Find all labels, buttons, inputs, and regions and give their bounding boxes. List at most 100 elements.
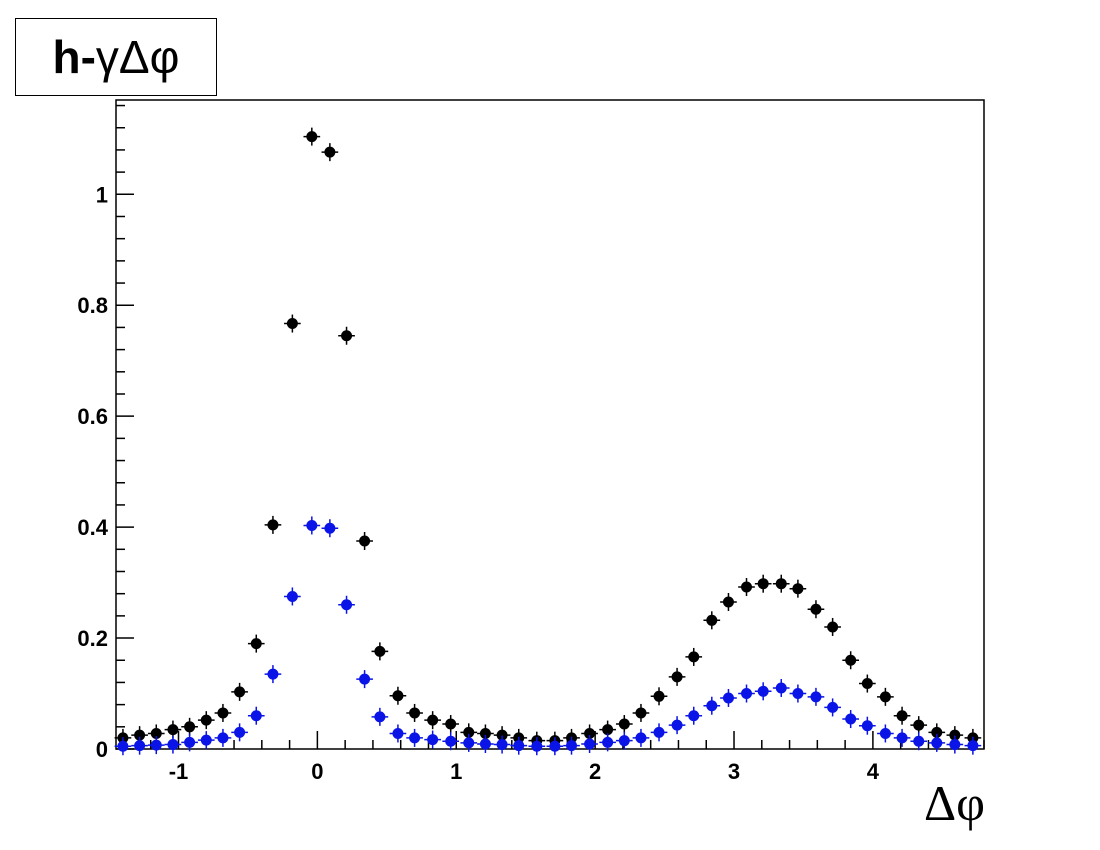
data-point (528, 737, 546, 756)
marker (306, 131, 318, 143)
data-point (910, 716, 928, 735)
data-point (824, 698, 841, 717)
y-tick-label: 0 (96, 737, 108, 762)
data-point (389, 686, 407, 705)
data-point (181, 717, 198, 736)
data-point (754, 574, 772, 593)
marker (949, 729, 961, 741)
data-point (877, 724, 894, 743)
marker (409, 707, 421, 719)
marker (306, 519, 318, 531)
data-point (772, 574, 790, 593)
marker (792, 688, 804, 700)
marker (949, 739, 961, 751)
data-point (859, 674, 876, 693)
data-point (842, 651, 860, 670)
data-point (807, 687, 825, 706)
marker (463, 737, 475, 749)
x-tick-label: 3 (728, 759, 740, 784)
marker (392, 727, 404, 739)
marker (409, 732, 421, 744)
marker (653, 690, 665, 702)
data-point (928, 733, 946, 752)
marker (479, 738, 491, 750)
data-point (181, 733, 198, 752)
marker (931, 726, 943, 738)
marker (671, 719, 683, 731)
marker (267, 519, 279, 531)
x-axis-title: Δφ (924, 775, 985, 831)
marker (549, 740, 561, 752)
data-point (284, 587, 301, 606)
marker (896, 710, 908, 722)
series-1 (114, 127, 982, 750)
data-point (893, 706, 911, 725)
data-point (284, 314, 301, 333)
marker (134, 729, 146, 741)
marker (217, 707, 229, 719)
data-point (338, 326, 355, 345)
data-point (632, 728, 650, 747)
marker (324, 522, 336, 534)
marker (896, 732, 908, 744)
marker (967, 740, 979, 752)
data-point (371, 707, 389, 726)
data-point (197, 731, 215, 750)
data-point (406, 703, 423, 722)
marker (635, 732, 647, 744)
data-point (264, 515, 282, 534)
marker (117, 740, 129, 752)
marker (602, 724, 614, 736)
y-axis: 0 0.2 0.4 0.6 0.8 1 (77, 104, 134, 762)
data-point (424, 711, 441, 730)
data-point (231, 682, 248, 701)
plot-frame (115, 99, 985, 750)
marker (267, 668, 279, 680)
data-point (754, 682, 772, 701)
data-point (442, 732, 460, 751)
series-2 (114, 516, 982, 756)
marker (150, 727, 162, 739)
marker (427, 714, 439, 726)
data-point (859, 716, 876, 735)
data-point (371, 642, 389, 661)
x-tick-label: 4 (867, 759, 880, 784)
data-point (563, 736, 580, 755)
data-point (720, 593, 737, 612)
data-point (247, 634, 265, 653)
marker (845, 713, 857, 725)
data-point (599, 733, 616, 752)
data-point (460, 733, 478, 752)
marker (234, 686, 246, 698)
marker (217, 732, 229, 744)
marker (200, 734, 212, 746)
data-point (389, 724, 407, 743)
data-point (406, 728, 423, 747)
title-gamma: γ (95, 31, 119, 83)
data-point (668, 667, 686, 686)
marker (810, 603, 822, 615)
data-point (772, 678, 790, 697)
marker (879, 727, 891, 739)
data-point (720, 688, 737, 707)
marker (341, 599, 353, 611)
marker (827, 621, 839, 633)
data-point (231, 723, 248, 742)
marker (150, 739, 162, 751)
marker (618, 718, 630, 730)
data-point (303, 516, 321, 535)
marker (286, 590, 298, 602)
data-point (264, 665, 282, 684)
data-point (303, 127, 321, 146)
x-tick-label: 2 (589, 759, 601, 784)
marker (341, 330, 353, 342)
y-tick-label: 0.4 (77, 515, 108, 540)
data-point (356, 531, 373, 550)
title-prefix: h- (52, 31, 96, 83)
marker (775, 682, 787, 694)
marker (913, 735, 925, 747)
marker (479, 727, 491, 739)
data-point (877, 687, 894, 706)
data-point (164, 735, 182, 754)
marker (584, 727, 596, 739)
